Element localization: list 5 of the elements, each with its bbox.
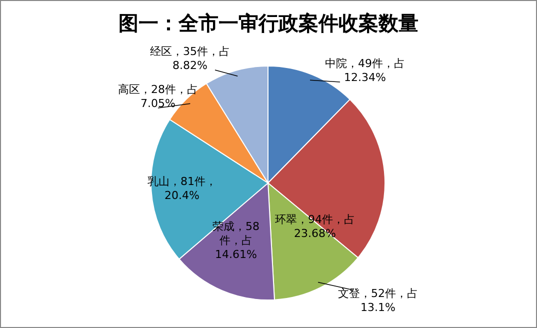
chart-title: 图一：全市一审行政案件收案数量 [118,11,418,35]
slice-label: 文登，52件，占 13.1% [338,287,418,314]
slice-label: 中院，49件，占 12.34% [325,57,405,84]
slice-label: 经区，35件，占 8.82% [150,45,230,72]
slice-label: 高区，28件，占 7.05% [118,83,198,110]
